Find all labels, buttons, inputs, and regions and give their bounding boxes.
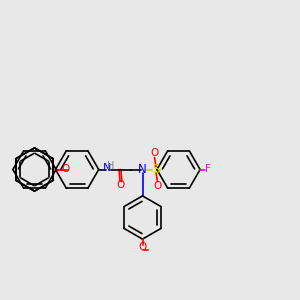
Text: O: O bbox=[138, 242, 147, 252]
Text: O: O bbox=[117, 180, 125, 190]
Text: F: F bbox=[205, 164, 211, 175]
Text: S: S bbox=[152, 163, 160, 176]
Text: N: N bbox=[103, 163, 111, 173]
Text: H: H bbox=[107, 160, 114, 171]
Text: O: O bbox=[153, 181, 162, 191]
Text: O: O bbox=[62, 164, 70, 175]
Text: O: O bbox=[150, 148, 159, 158]
Text: N: N bbox=[138, 163, 147, 176]
